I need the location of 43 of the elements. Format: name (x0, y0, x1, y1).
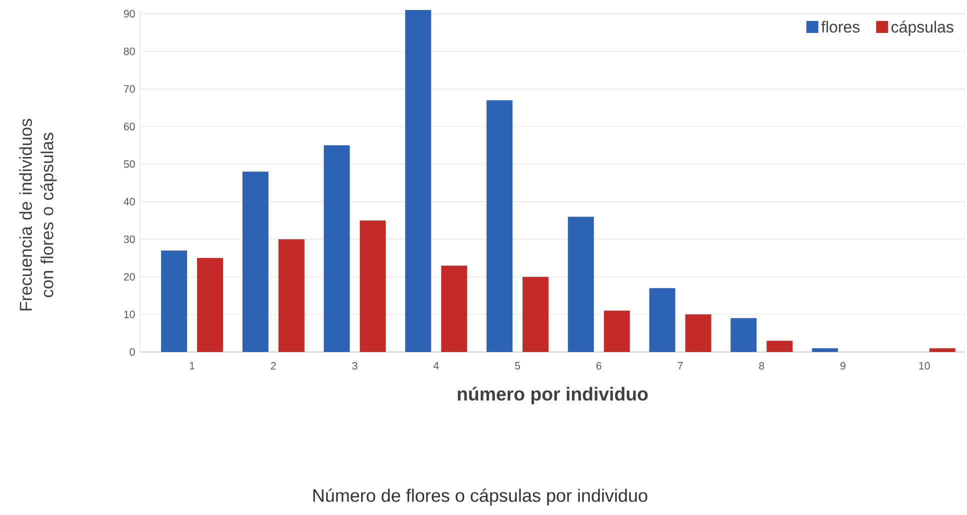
bar (929, 348, 956, 352)
y-tick-label: 10 (124, 310, 135, 318)
y-tick-label: 70 (124, 85, 135, 93)
bar (197, 258, 224, 352)
y-axis-title: Frecuencia de individuos con flores o cápsulas (19, 118, 57, 310)
bar (441, 266, 468, 352)
y-tick-label: 0 (130, 348, 135, 356)
x-tick-label: 3 (352, 362, 358, 370)
y-tick-label: 90 (124, 10, 135, 18)
y-tick-label: 60 (124, 122, 135, 130)
y-tick-label: 40 (124, 198, 135, 206)
bar (242, 172, 268, 352)
x-tick-label: 5 (514, 362, 520, 370)
bar (766, 340, 793, 352)
bar (649, 288, 676, 352)
x-axis-title: número por individuo (458, 386, 648, 404)
bar (486, 100, 513, 352)
x-tick-label: 2 (271, 362, 276, 370)
x-tick-label: 1 (190, 362, 195, 370)
bar (685, 314, 712, 352)
x-tick-label: 7 (678, 362, 683, 370)
x-tick-label: 10 (919, 362, 930, 370)
bar (360, 220, 386, 352)
bar (161, 250, 188, 352)
y-tick-label: 30 (124, 235, 135, 244)
bar (405, 10, 432, 352)
x-tick-label: 6 (596, 362, 602, 370)
text: Número de flores o cápsulas por individuo (313, 488, 648, 506)
y-tick-label: 20 (124, 273, 135, 281)
bar (324, 145, 350, 352)
bar (730, 318, 757, 352)
y-tick-label: 50 (124, 160, 135, 168)
bar (568, 216, 594, 352)
bar (278, 239, 304, 352)
x-tick-label: 4 (433, 362, 439, 370)
bar (812, 348, 838, 352)
x-tick-label: 8 (759, 362, 764, 370)
bar (604, 310, 630, 352)
x-tick-label: 9 (840, 362, 846, 370)
legend-label: flores (821, 20, 860, 33)
y-tick-label: 80 (124, 48, 135, 56)
bar (522, 276, 549, 352)
legend-label: cápsulas (891, 20, 954, 36)
